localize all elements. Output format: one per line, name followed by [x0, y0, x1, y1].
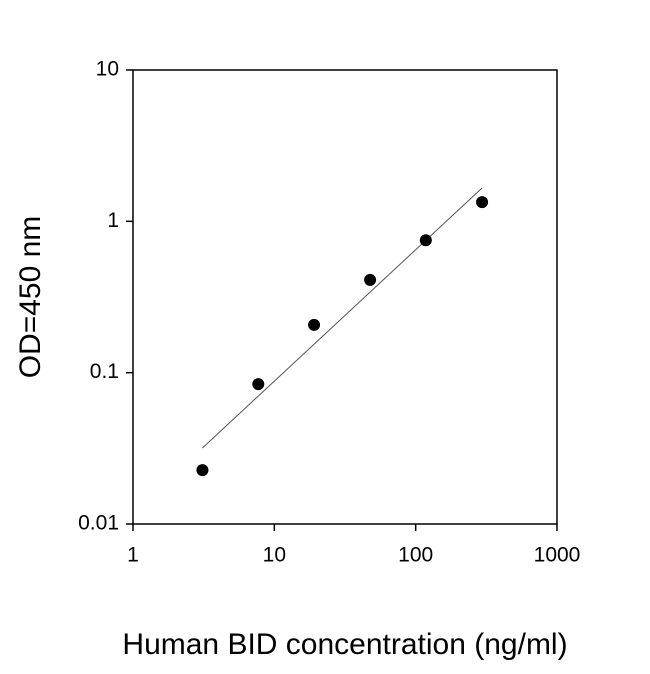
y-tick-label: 10 [96, 58, 119, 81]
x-tick-label: 100 [398, 544, 433, 567]
y-axis-label: OD=450 nm [14, 216, 47, 379]
y-tick-label: 0.01 [78, 512, 119, 535]
x-tick-label: 1000 [534, 544, 581, 567]
data-point [196, 464, 209, 477]
y-tick-label: 1 [107, 209, 119, 232]
data-point [419, 234, 432, 247]
fit-line [202, 187, 483, 449]
y-tick-label: 0.1 [90, 360, 119, 383]
x-tick-label: 1 [127, 544, 139, 567]
data-point [476, 196, 489, 209]
data-point [252, 378, 265, 391]
data-point [308, 318, 321, 331]
x-tick-label: 10 [263, 544, 286, 567]
data-point [364, 273, 377, 286]
plot-frame [132, 69, 558, 525]
x-axis-label: Human BID concentration (ng/ml) [122, 628, 567, 661]
